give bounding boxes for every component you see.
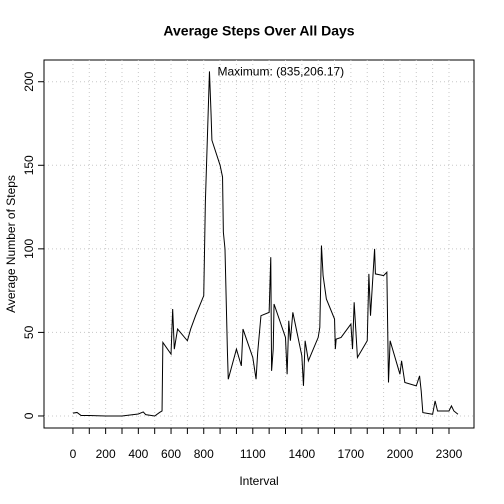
annotation: Maximum: (835,206.17) xyxy=(217,65,344,79)
x-tick-label: 2300 xyxy=(436,447,463,461)
y-axis-label: Average Number of Steps xyxy=(4,175,18,313)
y-tick-label: 50 xyxy=(22,325,36,339)
x-tick-label: 1700 xyxy=(338,447,365,461)
x-tick-label: 0 xyxy=(70,447,77,461)
x-tick-label: 2000 xyxy=(387,447,414,461)
y-tick-label: 200 xyxy=(22,71,36,91)
x-tick-label: 200 xyxy=(96,447,116,461)
plot-frame xyxy=(43,59,475,429)
x-axis-label: Interval xyxy=(239,474,278,488)
y-tick-label: 100 xyxy=(22,239,36,259)
y-tick-label: 0 xyxy=(22,412,36,419)
data-line xyxy=(72,71,459,417)
x-tick-label: 400 xyxy=(128,447,148,461)
x-tick-label: 1400 xyxy=(288,447,315,461)
x-tick-label: 1100 xyxy=(240,447,266,461)
x-tick-label: 600 xyxy=(161,447,181,461)
y-tick-label: 150 xyxy=(22,155,36,175)
x-tick-label: 800 xyxy=(194,447,214,461)
chart-title: Average Steps Over All Days xyxy=(163,23,354,39)
